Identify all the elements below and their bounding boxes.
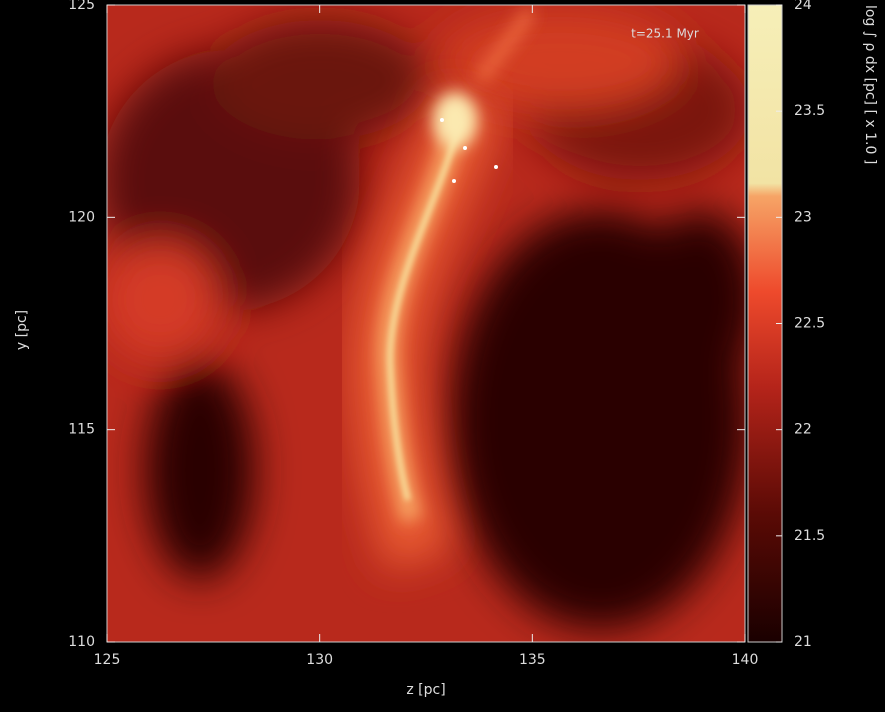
y-tick-label: 125 [68, 0, 95, 13]
colorbar-label: log ∫ ρ dx [pc] [ x 1.0 ] [862, 5, 878, 164]
colorbar-tick-label: 22 [794, 422, 812, 438]
x-tick-label: 140 [732, 652, 759, 668]
colorbar-tick-label: 22.5 [794, 316, 825, 332]
y-axis-label: y [pc] [14, 310, 30, 350]
colorbar-tick-label: 23.5 [794, 103, 825, 119]
x-axis-label: z [pc] [406, 682, 445, 698]
plot-frame [106, 4, 746, 643]
time-annotation: t=25.1 Myr [631, 27, 699, 41]
x-tick-label: 130 [306, 652, 333, 668]
colorbar-tick-label: 21.5 [794, 528, 825, 544]
x-tick-label: 125 [94, 652, 121, 668]
y-tick-label: 110 [68, 634, 95, 650]
colorbar-tick-label: 21 [794, 634, 812, 650]
colorbar-tick-label: 24 [794, 0, 812, 13]
y-tick-label: 120 [68, 209, 95, 225]
y-tick-label: 115 [68, 422, 95, 438]
x-tick-label: 135 [519, 652, 546, 668]
colorbar-tick-label: 23 [794, 209, 812, 225]
density-map [107, 5, 745, 642]
